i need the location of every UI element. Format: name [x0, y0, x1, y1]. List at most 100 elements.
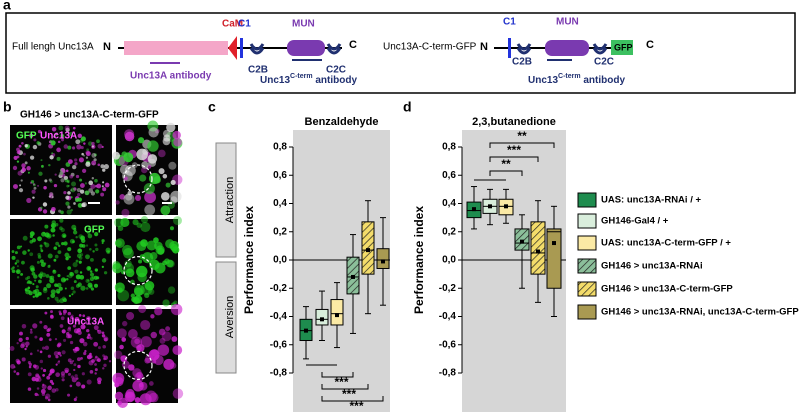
- signal: [139, 174, 147, 182]
- signal: [76, 253, 82, 258]
- panel-label: c: [208, 99, 216, 115]
- signal: [29, 252, 34, 257]
- signal: [85, 156, 89, 159]
- signal: [137, 272, 147, 283]
- signal: [38, 279, 42, 284]
- signal: [85, 278, 90, 284]
- signal: [83, 142, 86, 145]
- signal: [29, 239, 34, 244]
- signal: [94, 178, 98, 183]
- signal: [114, 217, 124, 228]
- signal: [119, 344, 124, 350]
- signal: [159, 337, 166, 344]
- signal: [167, 286, 176, 294]
- signal: [74, 316, 80, 322]
- signal: [55, 363, 58, 366]
- signal: [94, 268, 98, 272]
- signal: [81, 203, 86, 208]
- signal: [67, 191, 71, 195]
- signal: [91, 177, 95, 180]
- signal: [88, 180, 94, 186]
- signal: [94, 184, 98, 188]
- signal: [70, 187, 76, 193]
- signal: [28, 362, 32, 367]
- signal: [86, 148, 90, 152]
- signal: [59, 226, 63, 231]
- side-label: Attraction: [224, 177, 236, 223]
- signal: [48, 235, 51, 238]
- signal: [74, 269, 79, 274]
- signal: [67, 372, 72, 376]
- micrograph-title: GH146 > unc13A-C-term-GFP: [20, 110, 159, 121]
- signal: [60, 178, 65, 183]
- mean: [520, 239, 524, 244]
- signal: [94, 368, 98, 372]
- signal: [45, 393, 51, 399]
- signal: [62, 309, 67, 314]
- signal: [100, 164, 105, 169]
- signal: [20, 343, 25, 349]
- signal: [58, 360, 61, 363]
- mean: [472, 207, 476, 212]
- signal: [112, 261, 121, 270]
- signal: [76, 187, 81, 193]
- signal: [73, 227, 77, 231]
- signal: [28, 291, 33, 296]
- signal: [37, 291, 42, 296]
- mean: [381, 259, 385, 264]
- signal: [40, 388, 46, 394]
- signal: [59, 218, 64, 223]
- signal: [45, 274, 50, 278]
- signal: [36, 349, 40, 352]
- cam-label: CaM: [222, 19, 243, 30]
- signal: [132, 368, 142, 378]
- signal: [130, 279, 135, 285]
- signal: [31, 271, 36, 276]
- signal: [93, 341, 99, 347]
- y-tick-label: 0,2: [273, 226, 287, 237]
- signal: [91, 153, 97, 158]
- signal: [86, 334, 92, 340]
- mean: [504, 204, 508, 209]
- box: [361, 221, 375, 275]
- signal: [27, 275, 31, 280]
- signal: [65, 169, 69, 173]
- signal: [77, 197, 82, 202]
- signal: [82, 341, 88, 347]
- y-tick-label: -0,6: [270, 339, 288, 350]
- signal: [46, 332, 51, 337]
- mun-label: MUN: [556, 17, 579, 28]
- signal: [85, 151, 91, 157]
- signal: [56, 299, 60, 303]
- signal: [28, 365, 32, 369]
- roi: [123, 164, 153, 194]
- signal: [78, 234, 83, 239]
- signal: [20, 245, 23, 248]
- signal: [16, 276, 20, 279]
- signal: [77, 248, 83, 254]
- signal: [80, 324, 86, 330]
- signal: [67, 184, 70, 187]
- signal: [87, 231, 91, 235]
- signal: [35, 373, 40, 378]
- y-axis-label: Performance index: [242, 206, 256, 314]
- signal: [72, 146, 76, 150]
- side-box: [215, 142, 237, 258]
- mean: [351, 274, 355, 279]
- signal: [102, 168, 106, 172]
- signal: [52, 234, 55, 237]
- signal: [97, 346, 101, 350]
- signal: [73, 398, 77, 402]
- signal: [114, 350, 123, 359]
- signal: [127, 329, 138, 339]
- signal: [74, 162, 78, 166]
- signal: [122, 244, 133, 256]
- signal: [89, 370, 94, 374]
- signal: [50, 293, 56, 299]
- signal: [56, 282, 62, 288]
- signal: [101, 239, 105, 243]
- signal: [160, 191, 170, 201]
- signal: [132, 219, 139, 226]
- signal: [138, 305, 147, 314]
- signal: [94, 372, 97, 375]
